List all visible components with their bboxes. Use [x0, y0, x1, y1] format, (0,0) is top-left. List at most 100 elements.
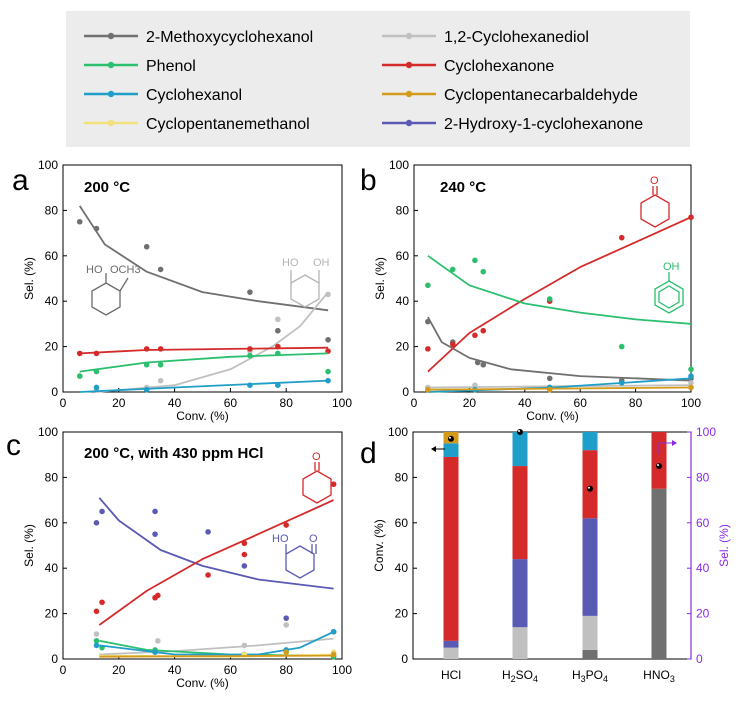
x-tick-label: 20 [112, 396, 126, 410]
y-tick-label: 60 [396, 249, 410, 263]
x-tick-label: 0 [60, 663, 67, 677]
bar-segment-methoxy [582, 649, 598, 659]
y-tick-label: 0 [51, 385, 58, 399]
fit-line-ol [79, 379, 329, 393]
plot-frame [62, 164, 343, 393]
data-point-one [472, 332, 478, 339]
x-tick-label: 40 [168, 396, 182, 410]
conversion-point [517, 429, 523, 435]
data-point-diol [93, 631, 100, 637]
bar-segment-hk [443, 640, 459, 648]
y-tick-label: 20 [396, 340, 410, 354]
struct-b-phenol-oh: OH [663, 261, 680, 273]
data-point-one [241, 540, 248, 547]
x-tick-label: 20 [463, 396, 477, 410]
x-axis-label: Conv. (%) [176, 676, 228, 690]
x-axis-label: Conv. (%) [176, 409, 228, 423]
data-point-one [247, 346, 253, 352]
data-point-hk [152, 508, 158, 515]
data-point-one [76, 350, 83, 357]
structure-2-methoxycyclohexanol [91, 273, 129, 316]
data-point-one [157, 346, 164, 352]
conversion-point [656, 463, 662, 470]
data-point-ol [247, 382, 253, 388]
y-tick-label: 80 [45, 203, 59, 217]
panel-a-title: 200 °C [84, 179, 130, 196]
data-point-methoxy [93, 225, 100, 232]
data-point-ol [152, 649, 158, 655]
legend-background [66, 11, 690, 147]
y2-tick-label: 20 [696, 607, 710, 621]
data-point-methoxy [275, 327, 281, 334]
legend-marker-methoxy [107, 32, 115, 40]
data-point-one [143, 346, 150, 352]
x-tick-label: 20 [112, 663, 126, 677]
data-point-ol [688, 373, 694, 379]
bar-segment-methoxy [651, 488, 667, 659]
category-label: HNO3 [643, 668, 675, 684]
y-tick-label: 100 [38, 158, 58, 172]
fit-line-ol [99, 630, 334, 656]
data-point-hk [241, 563, 248, 569]
data-point-one [99, 599, 105, 606]
data-point-phenol [546, 296, 553, 302]
data-point-methoxy [157, 266, 164, 273]
fit-line-diol [427, 384, 692, 389]
data-point-phenol [449, 266, 456, 273]
data-point-phenol [157, 361, 164, 368]
y-tick-label: 100 [38, 425, 58, 439]
conversion-point-highlight [518, 430, 520, 432]
data-point-one [93, 608, 100, 615]
bar-segment-one [443, 456, 459, 641]
legend-marker-hk [405, 119, 413, 127]
structure-2-hydroxy-cyclohexanone [285, 544, 317, 579]
legend-label-hk: 2-Hydroxy-1-cyclohexanone [444, 116, 643, 133]
fit-line-one [427, 216, 692, 373]
panel-letter-d: d [360, 437, 377, 470]
conversion-point-highlight [449, 436, 451, 439]
struct-a-diol-ho: HO [282, 257, 299, 269]
panel-letter-c: c [6, 429, 21, 462]
legend-label-meoh: Cyclopentanemethanol [146, 116, 310, 133]
fit-line-one [98, 499, 334, 626]
data-point-methoxy [474, 359, 481, 366]
conversion-point [448, 435, 454, 442]
data-point-diol [155, 638, 161, 644]
y-tick-label: 20 [45, 607, 59, 621]
data-point-ol [93, 384, 100, 391]
panel-c-chart: 0 20 40 60 80 100 0 20 40 60 80 100 Conv. (%) Sel. (%… [22, 425, 352, 690]
bar-segment-hk [512, 559, 528, 628]
data-point-hk [152, 531, 158, 537]
legend-label-methoxy: 2-Methoxycyclohexanol [146, 29, 313, 46]
legend-items: 2-Methoxycyclohexanol 1,2-Cyclohexanediol… [84, 29, 643, 133]
y-tick-label: 100 [388, 425, 408, 439]
y-tick-label: 40 [396, 294, 410, 308]
x-tick-label: 80 [280, 663, 294, 677]
x-tick-label: 80 [280, 396, 294, 410]
struct-a-och3: OCH3 [110, 264, 141, 276]
data-point-one [205, 572, 211, 578]
y-tick-label: 80 [396, 203, 410, 217]
x-tick-label: 60 [574, 396, 588, 410]
category-label: HCl [441, 668, 461, 682]
data-point-diol [325, 291, 331, 298]
y-tick-label: 0 [51, 652, 58, 666]
data-point-diol [241, 642, 248, 649]
data-point-ol [325, 377, 331, 384]
data-point-one [618, 234, 625, 241]
data-point-one [688, 214, 694, 221]
y-tick-label: 20 [45, 340, 59, 354]
legend-label-ol: Cyclohexanol [146, 87, 242, 104]
bar-segment-one [651, 432, 667, 489]
data-point-hk [205, 529, 211, 535]
y2-tick-label: 40 [696, 561, 710, 575]
fit-line-diol [99, 637, 334, 656]
bar-segment-one [512, 466, 528, 560]
data-point-phenol [688, 366, 694, 373]
bar-segment-diol [443, 647, 459, 659]
structure-phenol [654, 272, 684, 314]
bar-segment-ol [443, 443, 459, 457]
x-tick-label: 0 [60, 396, 67, 410]
data-point-phenol [472, 257, 478, 264]
y-tick-label: 60 [395, 516, 409, 530]
